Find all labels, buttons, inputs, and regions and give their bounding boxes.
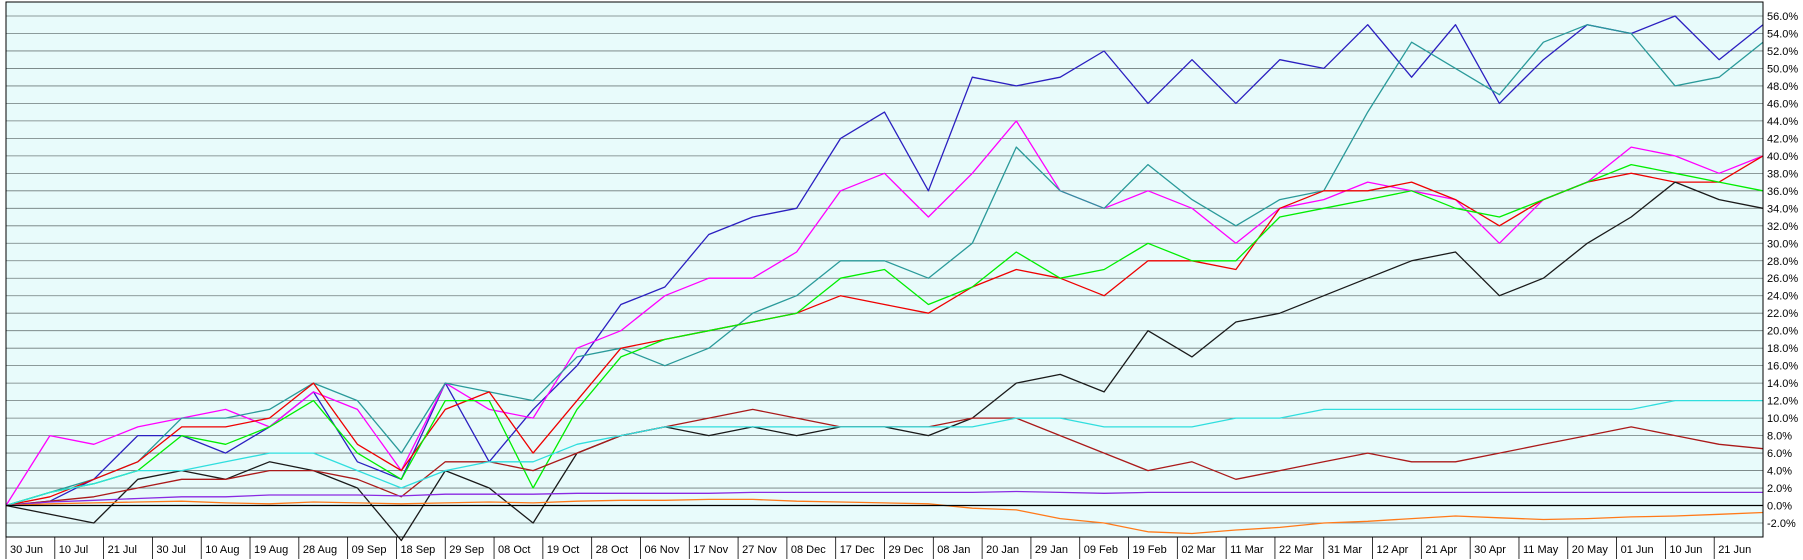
x-tick-label: 29 Sep: [449, 544, 484, 556]
x-tick-label: 28 Aug: [303, 544, 337, 556]
grid-lines: [6, 15, 1763, 524]
x-tick-label: 08 Jan: [937, 544, 970, 556]
series-group: [5, 15, 1764, 542]
y-tick-label: 48.0%: [1767, 81, 1798, 93]
y-axis-ticks: -2.0% 0.0% 2.0% 4.0% 6.0% 8.0% 10.0% 12.0% 14.0%…: [1767, 11, 1798, 530]
y-tick-label: 54.0%: [1767, 28, 1798, 40]
x-tick-label: 10 Aug: [205, 544, 239, 556]
x-tick-label: 06 Nov: [644, 544, 679, 556]
x-tick-label: 22 Mar: [1279, 544, 1314, 556]
x-tick-label: 21 Jun: [1718, 544, 1751, 556]
y-tick-label: 56.0%: [1767, 11, 1798, 23]
x-tick-label: 08 Oct: [498, 544, 530, 556]
x-tick-label: 12 Apr: [1377, 544, 1409, 556]
y-tick-label: 30.0%: [1767, 238, 1798, 250]
plot-frame: [5, 1, 1764, 538]
x-tick-label: 20 Jan: [986, 544, 1019, 556]
x-tick-label: 09 Feb: [1084, 544, 1118, 556]
y-tick-label: 14.0%: [1767, 378, 1798, 390]
x-tick-label: 27 Nov: [742, 544, 777, 556]
x-axis-ticks: 30 Jun 10 Jul 21 Jul 30 Jul 10 Aug 19 Aug 28 A…: [5, 537, 1751, 559]
series-line-8: [5, 399, 1763, 507]
x-tick-label: 21 Jul: [108, 544, 137, 556]
y-tick-label: 32.0%: [1767, 221, 1798, 233]
y-tick-label: 4.0%: [1767, 466, 1792, 478]
x-tick-label: 11 Mar: [1230, 544, 1264, 556]
x-tick-label: 31 Mar: [1328, 544, 1363, 556]
y-tick-label: 42.0%: [1767, 133, 1798, 145]
x-tick-label: 19 Feb: [1133, 544, 1167, 556]
y-tick-label: 26.0%: [1767, 273, 1798, 285]
y-tick-label: 44.0%: [1767, 116, 1798, 128]
x-tick-label: 17 Nov: [693, 544, 728, 556]
x-tick-label: 20 May: [1572, 544, 1609, 556]
y-tick-label: 12.0%: [1767, 396, 1798, 408]
x-tick-label: 19 Oct: [547, 544, 579, 556]
x-tick-label: 10 Jul: [59, 544, 88, 556]
series-line-9: [5, 490, 1763, 507]
x-tick-label: 08 Dec: [791, 544, 826, 556]
y-tick-label: 34.0%: [1767, 203, 1798, 215]
y-tick-label: 46.0%: [1767, 98, 1798, 110]
y-tick-label: 24.0%: [1767, 291, 1798, 303]
series-line-4: [5, 155, 1764, 507]
x-tick-label: 30 Jun: [10, 544, 43, 556]
series-line-2: [5, 120, 1764, 506]
x-tick-label: 29 Dec: [889, 544, 924, 556]
y-tick-label: 16.0%: [1767, 361, 1798, 373]
x-tick-label: 18 Sep: [400, 544, 435, 556]
y-tick-label: 20.0%: [1767, 326, 1798, 338]
x-tick-label: 19 Aug: [254, 544, 288, 556]
y-tick-label: 36.0%: [1767, 186, 1798, 198]
x-tick-label: 01 Jun: [1621, 544, 1654, 556]
y-tick-label: 10.0%: [1767, 413, 1798, 425]
y-tick-label: 2.0%: [1767, 483, 1792, 495]
series-line-3: [5, 24, 1764, 507]
y-tick-label: 18.0%: [1767, 343, 1798, 355]
y-tick-label: 52.0%: [1767, 46, 1798, 58]
y-tick-label: 8.0%: [1767, 431, 1792, 443]
x-tick-label: 02 Mar: [1181, 544, 1216, 556]
y-tick-label: 22.0%: [1767, 308, 1798, 320]
y-tick-label: 28.0%: [1767, 256, 1798, 268]
y-tick-label: 6.0%: [1767, 448, 1792, 460]
y-tick-label: 50.0%: [1767, 63, 1798, 75]
x-tick-label: 30 Apr: [1474, 544, 1506, 556]
x-tick-label: 30 Jul: [156, 544, 185, 556]
x-tick-label: 09 Sep: [352, 544, 387, 556]
x-tick-label: 29 Jan: [1035, 544, 1068, 556]
y-tick-label: -2.0%: [1767, 518, 1796, 530]
x-tick-label: 11 May: [1523, 544, 1559, 556]
x-tick-label: 10 Jun: [1669, 544, 1702, 556]
x-tick-label: 21 Apr: [1425, 544, 1457, 556]
y-tick-label: 40.0%: [1767, 151, 1798, 163]
y-tick-label: 0.0%: [1767, 501, 1792, 513]
x-tick-label: 17 Dec: [840, 544, 875, 556]
x-tick-label: 28 Oct: [596, 544, 628, 556]
series-line-10: [5, 498, 1764, 535]
series-line-5: [5, 163, 1764, 507]
y-tick-label: 38.0%: [1767, 168, 1798, 180]
